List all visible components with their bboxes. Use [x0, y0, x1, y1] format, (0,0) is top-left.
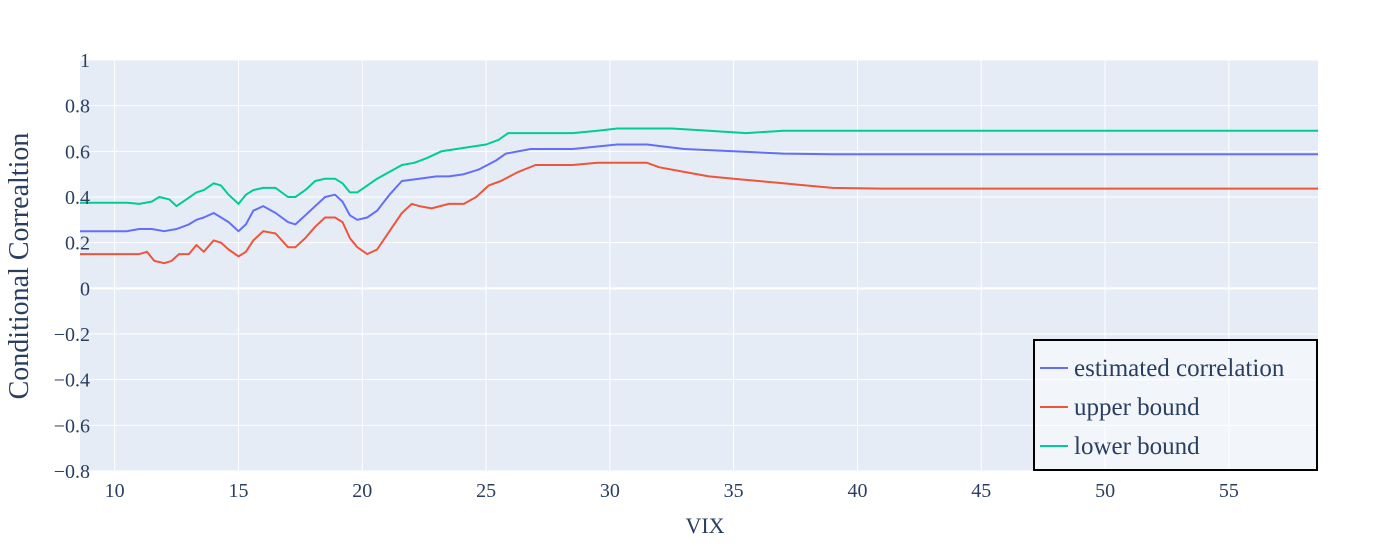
y-tick-label: −0.8 — [54, 461, 90, 483]
y-tick-label: 0.2 — [65, 233, 90, 255]
legend-label-estimated-correlation: estimated correlation — [1074, 355, 1285, 382]
y-tick-label: 0.4 — [65, 187, 90, 209]
x-tick-label: 20 — [352, 480, 372, 502]
legend-box — [1033, 339, 1318, 471]
legend-label-upper-bound: upper bound — [1074, 394, 1200, 421]
x-tick-label: 40 — [847, 480, 867, 502]
y-tick-labels: −0.8 −0.6 −0.4 −0.2 0 0.2 0.4 0.6 0.8 1 — [54, 50, 90, 483]
x-tick-labels: 10 15 20 25 30 35 40 45 50 55 — [105, 480, 1239, 502]
y-tick-label: −0.6 — [54, 415, 90, 437]
y-tick-label: 0.8 — [65, 96, 90, 118]
series-line-estimated-correlation — [80, 143, 1318, 233]
x-tick-label: 50 — [1095, 480, 1115, 502]
x-tick-label: 15 — [228, 480, 248, 502]
y-tick-label: 0 — [80, 278, 90, 300]
x-tick-label: 55 — [1219, 480, 1239, 502]
y-axis-title: Conditional Correaltion — [4, 133, 35, 400]
legend-label-lower-bound: lower bound — [1074, 433, 1200, 460]
series-lines — [80, 127, 1318, 265]
x-axis-title: VIX — [685, 513, 724, 538]
y-tick-label: 1 — [80, 50, 90, 72]
series-line-upper-bound — [80, 161, 1318, 265]
x-tick-label: 25 — [476, 480, 496, 502]
series-line-lower-bound — [80, 127, 1318, 208]
x-tick-label: 45 — [971, 480, 991, 502]
y-tick-label: −0.4 — [54, 370, 90, 392]
x-tick-label: 10 — [105, 480, 125, 502]
legend: estimated correlation upper bound lower … — [1033, 339, 1318, 471]
x-tick-label: 35 — [724, 480, 744, 502]
x-tick-label: 30 — [600, 480, 620, 502]
y-tick-label: −0.2 — [54, 324, 90, 346]
y-tick-label: 0.6 — [65, 141, 90, 163]
